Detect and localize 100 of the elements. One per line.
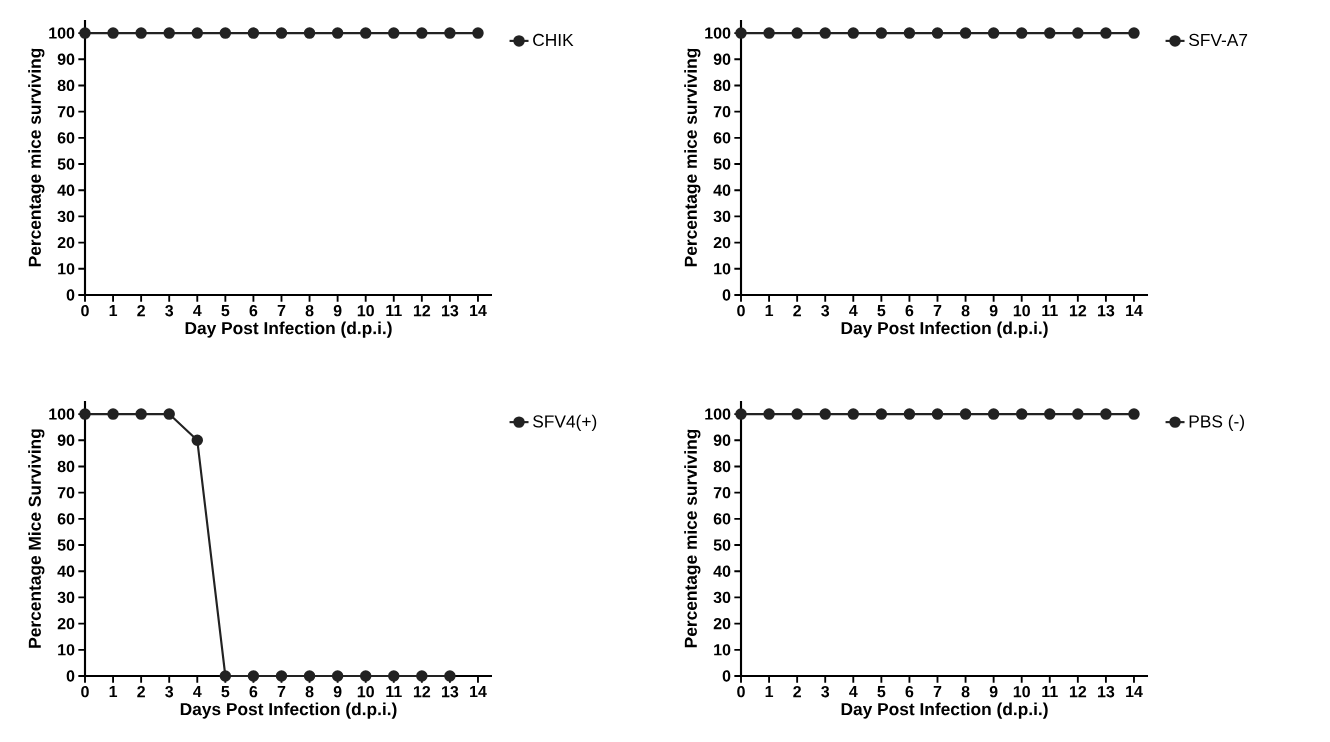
legend-label: SFV-A7	[1189, 33, 1248, 47]
y-tick-label: 50	[57, 158, 75, 170]
x-tick-label: 1	[765, 305, 774, 317]
y-tick-label: 40	[713, 184, 731, 196]
x-tick-label: 10	[357, 305, 374, 317]
x-tick-label: 7	[933, 305, 942, 317]
y-tick-label: 0	[66, 289, 75, 301]
x-tick-label: 4	[193, 305, 202, 317]
x-tick-label: 4	[193, 686, 202, 698]
y-tick-label: 40	[713, 565, 731, 577]
y-axis-title: Percentage Mice Surviving	[28, 429, 45, 648]
x-tick-label: 3	[165, 305, 174, 317]
x-tick-label: 0	[81, 686, 89, 698]
x-tick-label: 4	[849, 686, 858, 698]
x-tick-label: 9	[333, 305, 342, 317]
x-tick-label: 0	[81, 305, 89, 317]
y-tick-label: 0	[722, 289, 731, 301]
y-tick-label: 30	[713, 210, 731, 223]
y-tick-label: 70	[713, 106, 731, 118]
y-tick-label: 100	[49, 408, 75, 420]
y-tick-label: 60	[57, 132, 75, 144]
x-tick-label: 14	[1126, 686, 1143, 698]
y-tick-label: 0	[66, 670, 75, 682]
x-tick-label: 12	[1069, 305, 1087, 317]
y-tick-label: 70	[713, 487, 731, 499]
x-tick-label: 11	[1042, 686, 1058, 698]
y-tick-label: 80	[57, 79, 75, 92]
point	[163, 408, 175, 420]
x-tick-label: 9	[989, 686, 998, 698]
x-tick-label: 8	[961, 305, 970, 317]
x-tick-label: 2	[793, 305, 801, 317]
x-tick-label: 14	[1126, 305, 1143, 317]
x-tick-label: 12	[413, 305, 431, 317]
point	[275, 670, 288, 682]
point	[303, 670, 316, 682]
y-tick-label: 30	[57, 591, 75, 604]
x-tick-label: 13	[1098, 305, 1115, 317]
x-tick-label: 14	[470, 305, 487, 317]
x-tick-label: 4	[849, 305, 858, 317]
y-tick-label: 10	[58, 263, 75, 275]
legend-label: SFV4(+)	[533, 414, 597, 431]
x-tick-label: 6	[249, 305, 258, 317]
x-axis-title: Days Post Infection (d.p.i.)	[180, 702, 397, 719]
y-tick-label: 60	[713, 132, 731, 144]
y-tick-label: 100	[49, 27, 75, 39]
y-tick-label: 40	[57, 184, 75, 196]
x-tick-label: 1	[109, 686, 118, 698]
x-tick-label: 13	[442, 305, 459, 317]
x-tick-label: 10	[1013, 305, 1030, 317]
y-tick-label: 10	[714, 263, 731, 275]
point	[331, 670, 344, 682]
y-tick-label: 20	[57, 236, 75, 249]
y-tick-label: 20	[57, 617, 75, 630]
x-tick-label: 7	[277, 686, 286, 698]
point	[388, 670, 400, 682]
point	[135, 408, 147, 420]
y-tick-label: 10	[58, 644, 75, 656]
x-tick-label: 11	[1042, 305, 1058, 317]
x-tick-label: 13	[1098, 686, 1115, 698]
x-tick-label: 6	[905, 686, 914, 698]
legend-label: PBS (-)	[1189, 414, 1244, 431]
x-tick-label: 3	[821, 305, 830, 317]
y-tick-label: 20	[713, 236, 731, 249]
x-tick-label: 6	[905, 305, 914, 317]
x-tick-label: 12	[1069, 686, 1087, 698]
y-axis-title: Percentage mice surviving	[684, 429, 701, 648]
x-axis-title: Day Post Infection (d.p.i.)	[841, 702, 1048, 719]
y-tick-label: 10	[714, 644, 731, 656]
x-axis-title: Day Post Infection (d.p.i.)	[841, 321, 1048, 338]
x-tick-label: 5	[877, 686, 886, 698]
x-tick-label: 11	[386, 686, 402, 698]
point	[107, 408, 119, 420]
y-tick-label: 80	[713, 79, 731, 92]
x-tick-label: 0	[737, 686, 745, 698]
y-axis-title: Percentage mice surviving	[684, 48, 701, 267]
y-tick-label: 100	[705, 27, 731, 39]
y-tick-label: 100	[705, 408, 731, 420]
x-tick-label: 7	[933, 686, 942, 698]
point	[79, 408, 91, 420]
x-tick-label: 6	[249, 686, 258, 698]
y-tick-label: 70	[57, 106, 75, 118]
x-tick-label: 10	[357, 686, 374, 698]
point	[247, 670, 260, 682]
y-tick-label: 90	[57, 53, 75, 65]
point	[416, 670, 428, 682]
x-tick-label: 1	[765, 686, 774, 698]
y-tick-label: 30	[57, 210, 75, 223]
legend-label: CHIK	[533, 33, 574, 47]
y-axis-title: Percentage mice surviving	[28, 48, 45, 267]
x-tick-label: 8	[961, 686, 970, 698]
x-tick-label: 2	[137, 305, 145, 317]
x-tick-label: 14	[470, 686, 487, 698]
x-tick-label: 8	[305, 305, 314, 317]
point	[219, 670, 232, 682]
y-tick-label: 60	[713, 513, 731, 525]
point	[444, 670, 456, 682]
y-tick-label: 20	[713, 617, 731, 630]
x-tick-label: 0	[737, 305, 745, 317]
x-tick-label: 13	[442, 686, 459, 698]
y-tick-label: 70	[57, 487, 75, 499]
